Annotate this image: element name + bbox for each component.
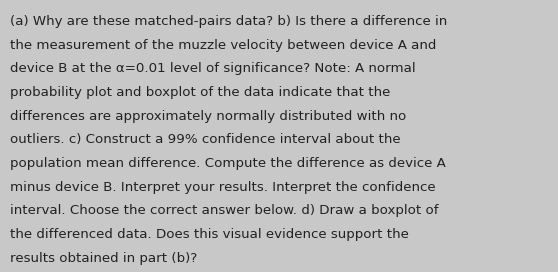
Text: differences are approximately normally distributed with no: differences are approximately normally d… <box>10 110 406 123</box>
Text: results obtained in part (b)?: results obtained in part (b)? <box>10 252 198 265</box>
Text: population mean difference. Compute the difference as device A: population mean difference. Compute the … <box>10 157 446 170</box>
Text: device B at the α=0.01 level of significance? Note: A normal: device B at the α=0.01 level of signific… <box>10 62 416 75</box>
Text: the differenced data. Does this visual evidence support the: the differenced data. Does this visual e… <box>10 228 409 241</box>
Text: the measurement of the muzzle velocity between device A and: the measurement of the muzzle velocity b… <box>10 39 436 52</box>
Text: probability plot and boxplot of the data indicate that the: probability plot and boxplot of the data… <box>10 86 391 99</box>
Text: outliers. c) Construct a 99% confidence interval about the: outliers. c) Construct a 99% confidence … <box>10 133 401 146</box>
Text: (a) Why are these matched-pairs data? b) Is there a difference in: (a) Why are these matched-pairs data? b)… <box>10 15 448 28</box>
Text: interval. Choose the correct answer below. d) Draw a boxplot of: interval. Choose the correct answer belo… <box>10 204 439 217</box>
Text: minus device B. Interpret your results. Interpret the confidence: minus device B. Interpret your results. … <box>10 181 436 194</box>
